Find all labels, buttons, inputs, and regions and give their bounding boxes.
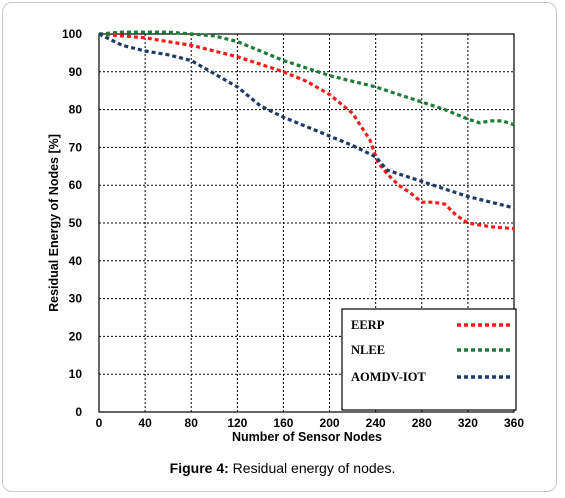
caption-label: Figure 4: <box>169 460 229 476</box>
y-tick-label-6: 60 <box>69 178 83 192</box>
y-tick-label-1: 10 <box>69 367 83 381</box>
x-tick-label-7: 280 <box>412 416 432 430</box>
legend-label-0: EERP <box>351 318 385 332</box>
x-tick-label-6: 240 <box>366 416 386 430</box>
y-tick-label-2: 20 <box>69 329 83 343</box>
x-tick-label-4: 160 <box>273 416 293 430</box>
y-tick-label-9: 90 <box>69 65 83 79</box>
x-tick-label-9: 360 <box>504 416 524 430</box>
x-tick-label-5: 200 <box>320 416 340 430</box>
y-tick-label-7: 70 <box>69 140 83 154</box>
x-tick-label-0: 0 <box>96 416 103 430</box>
x-tick-label-3: 120 <box>227 416 247 430</box>
legend-label-1: NLEE <box>351 343 385 357</box>
x-axis-ticks: 0 40 80 120 160 200 240 280 320 360 <box>96 416 525 430</box>
figure-caption: Figure 4: Residual energy of nodes. <box>0 460 565 476</box>
caption-text: Residual energy of nodes. <box>228 460 396 476</box>
x-tick-label-8: 320 <box>458 416 478 430</box>
y-tick-label-5: 50 <box>69 216 83 230</box>
y-tick-label-8: 80 <box>69 103 83 117</box>
y-axis-ticks: 0 10 20 30 40 50 60 70 80 90 100 <box>62 27 82 419</box>
x-tick-label-2: 80 <box>185 416 199 430</box>
y-tick-label-4: 40 <box>69 254 83 268</box>
y-axis-title: Residual Energy of Nodes [%] <box>47 134 61 312</box>
series-line-aomdv-iot <box>98 32 515 210</box>
y-tick-label-10: 100 <box>62 27 82 41</box>
y-tick-label-0: 0 <box>75 405 82 419</box>
x-tick-label-1: 40 <box>138 416 152 430</box>
series-lines <box>98 30 515 231</box>
x-axis-title: Number of Sensor Nodes <box>232 430 382 444</box>
y-tick-label-3: 30 <box>69 292 83 306</box>
plot-border <box>98 33 515 413</box>
legend-label-2: AOMDV-IOT <box>351 370 426 384</box>
legend: EERP NLEE AOMDV-IOT <box>341 308 517 411</box>
